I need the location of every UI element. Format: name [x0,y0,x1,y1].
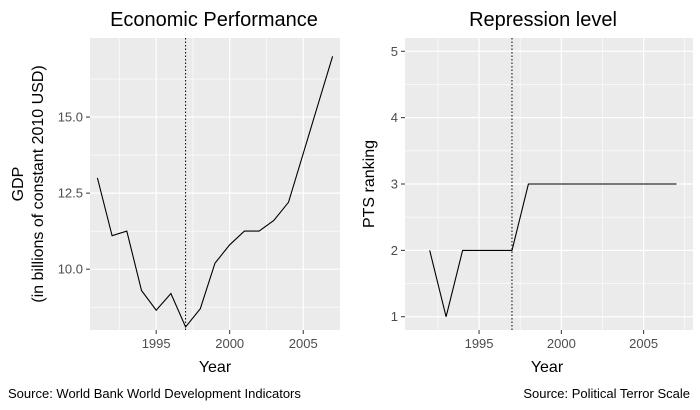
gdp-ticks: 1995 2000 2005 10.0 12.5 15.0 [58,110,318,351]
pts-x-tick-label: 2005 [629,336,658,351]
pts-ticks: 1995 2000 2005 1 2 3 4 5 [391,44,658,351]
gdp-chart-title: Economic Performance [110,9,318,31]
pts-y-tick-label: 1 [391,309,398,324]
gdp-y-axis-title-line1: GDP [10,167,27,202]
pts-y-tick-label: 4 [391,110,398,125]
pts-x-axis-title: Year [531,359,564,376]
gdp-x-tick-label: 2000 [215,336,244,351]
gdp-plot-panel [90,38,340,330]
pts-y-tick-label: 5 [391,44,398,59]
gdp-series-line [96,56,334,329]
pts-series-line [429,183,677,317]
pts-source-caption: Source: Political Terror Scale [523,386,690,401]
pts-marks [429,38,677,330]
gdp-y-axis-title-line2: (in billions of constant 2010 USD) [30,65,47,302]
gdp-y-tick-label: 10.0 [58,262,83,277]
gdp-x-tick-label: 2005 [289,336,318,351]
gdp-chart: Economic Performance 1995 2000 2005 10.0 12.… [8,9,340,401]
pts-y-axis-title: PTS ranking [361,140,378,228]
gdp-x-axis-title: Year [199,359,232,376]
gdp-marks [96,38,334,330]
gdp-grid [90,38,340,330]
gdp-source-caption: Source: World Bank World Development Ind… [8,386,301,401]
gdp-x-tick-label: 1995 [142,336,171,351]
gdp-y-tick-label: 15.0 [58,110,83,125]
pts-y-tick-label: 2 [391,243,398,258]
pts-x-tick-label: 1995 [465,336,494,351]
pts-chart-title: Repression level [469,9,617,31]
gdp-y-tick-label: 12.5 [58,186,83,201]
pts-y-tick-label: 3 [391,177,398,192]
pts-x-tick-label: 2000 [547,336,576,351]
